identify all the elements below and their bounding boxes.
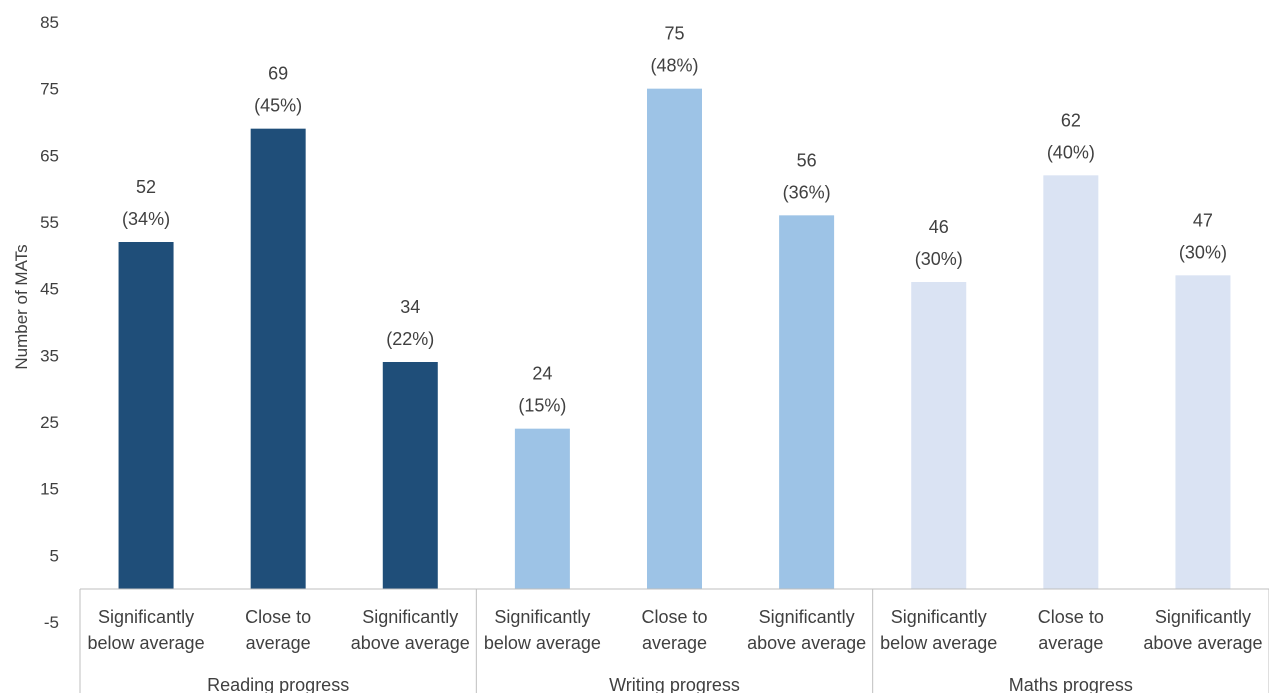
- y-tick-label: 75: [40, 80, 59, 99]
- bar: [1175, 275, 1231, 589]
- data-label-value: 75: [664, 24, 684, 44]
- bar: [779, 215, 835, 589]
- x-group-label: Maths progress: [1009, 675, 1133, 693]
- x-group-label: Writing progress: [609, 675, 740, 693]
- x-category-label: Close to: [641, 607, 707, 627]
- x-category-label: average: [642, 633, 707, 653]
- x-category-label: Significantly: [98, 607, 194, 627]
- data-label-value: 56: [797, 150, 817, 170]
- y-tick-label: 85: [40, 13, 59, 32]
- data-label-percent: (48%): [650, 56, 698, 76]
- y-axis-ticks: 85 75 65 55 45 35 25 15 5 -5: [40, 13, 59, 632]
- bar: [1043, 175, 1099, 589]
- data-label-value: 52: [136, 177, 156, 197]
- bar: [118, 242, 174, 589]
- x-category-label: Significantly: [494, 607, 590, 627]
- x-category-label: above average: [1143, 633, 1262, 653]
- bars: [118, 88, 1231, 589]
- x-category-label: Close to: [1038, 607, 1104, 627]
- y-tick-label: 55: [40, 213, 59, 232]
- data-label-value: 24: [532, 364, 552, 384]
- data-label-percent: (30%): [1179, 242, 1227, 262]
- x-category-label: below average: [880, 633, 997, 653]
- x-category-label: Significantly: [759, 607, 855, 627]
- data-label-percent: (36%): [783, 182, 831, 202]
- bar: [911, 282, 967, 589]
- data-label-value: 47: [1193, 210, 1213, 230]
- x-category-label: below average: [484, 633, 601, 653]
- bar: [514, 428, 570, 589]
- x-category-label: average: [1038, 633, 1103, 653]
- data-label-percent: (15%): [518, 396, 566, 416]
- data-label-value: 46: [929, 217, 949, 237]
- data-label-percent: (30%): [915, 249, 963, 269]
- y-axis-title: Number of MATs: [12, 244, 31, 369]
- data-label-percent: (45%): [254, 96, 302, 116]
- x-category-label: above average: [747, 633, 866, 653]
- y-tick-label: 35: [40, 346, 59, 365]
- data-labels: 52 (34%) 69 (45%) 34 (22%) 24 (15%) 75 (48%) 56 (36…: [122, 24, 1227, 416]
- y-tick-label: -5: [44, 613, 59, 632]
- x-axis: Significantly below average Close to averag…: [79, 588, 1269, 693]
- data-label-percent: (22%): [386, 329, 434, 349]
- y-tick-label: 5: [50, 546, 59, 565]
- y-tick-label: 45: [40, 280, 59, 299]
- x-group-label: Reading progress: [207, 675, 349, 693]
- y-tick-label: 65: [40, 146, 59, 165]
- data-label-percent: (40%): [1047, 142, 1095, 162]
- y-tick-label: 25: [40, 413, 59, 432]
- x-category-label: Significantly: [1155, 607, 1251, 627]
- data-label-value: 69: [268, 64, 288, 84]
- x-category-label: Significantly: [891, 607, 987, 627]
- data-label-percent: (34%): [122, 209, 170, 229]
- x-category-label: above average: [351, 633, 470, 653]
- y-tick-label: 15: [40, 480, 59, 499]
- data-label-value: 62: [1061, 110, 1081, 130]
- x-category-label: Significantly: [362, 607, 458, 627]
- bar: [382, 362, 438, 589]
- bar: [250, 128, 306, 589]
- x-category-label: below average: [88, 633, 205, 653]
- x-category-label: Close to: [245, 607, 311, 627]
- x-category-label: average: [246, 633, 311, 653]
- data-label-value: 34: [400, 297, 420, 317]
- bar: [647, 88, 702, 589]
